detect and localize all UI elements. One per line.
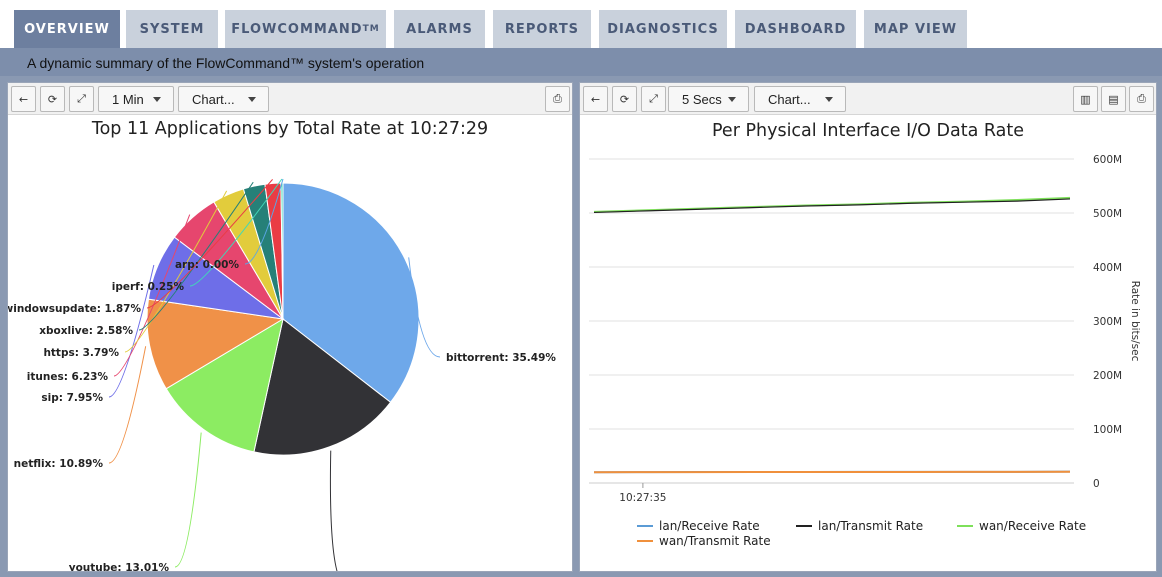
back-icon: ← xyxy=(18,92,29,106)
expand-icon: ⤢ xyxy=(77,92,86,105)
pie-label-arp: arp: 0.00% xyxy=(175,259,240,271)
back-icon: ← xyxy=(590,92,601,106)
chevron-down-icon xyxy=(728,97,736,102)
chart-menu-dropdown[interactable]: Chart... xyxy=(178,86,269,112)
chart-menu-dropdown[interactable]: Chart... xyxy=(754,86,846,112)
legend-label[interactable]: lan/Receive Rate xyxy=(659,519,760,533)
tab-overview[interactable]: OVERVIEW xyxy=(14,10,120,48)
top-applications-panel: ← ⟳ ⤢ 1 Min Chart... ⎙ Top 11 Applicatio… xyxy=(7,82,573,572)
y-tick-label: 600M xyxy=(1093,154,1122,166)
line-chart-title: Per Physical Interface I/O Data Rate xyxy=(712,121,1024,141)
pie-slice-netflix[interactable] xyxy=(146,298,285,390)
bar-chart-icon: ▥ xyxy=(1080,92,1091,106)
print-icon: ⎙ xyxy=(1137,92,1146,105)
tab-map-view-label: MAP VIEW xyxy=(873,21,958,37)
refresh-button[interactable]: ⟳ xyxy=(40,86,65,112)
chevron-down-icon xyxy=(825,97,833,102)
chevron-down-icon xyxy=(248,97,256,102)
legend-label[interactable]: lan/Transmit Rate xyxy=(818,519,923,533)
pie-label-iperf: iperf: 0.25% xyxy=(112,281,185,293)
y-tick-label: 200M xyxy=(1093,370,1122,382)
tab-reports-label: REPORTS xyxy=(504,21,580,37)
interface-rate-line-chart: 0 100M 200M 300M 400M 500M 600M 10:27:35 Rate in… xyxy=(589,154,1141,548)
pie-leader-line-xboxlive xyxy=(138,181,254,331)
tab-system[interactable]: SYSTEM xyxy=(126,10,218,48)
tab-alarms[interactable]: ALARMS xyxy=(394,10,485,48)
applications-pie-chart: bittorrent: 35.49%tiktok: 17.94%youtube:… xyxy=(8,178,556,571)
tab-map-view[interactable]: MAP VIEW xyxy=(864,10,967,48)
refresh-icon: ⟳ xyxy=(47,92,58,106)
interval-value: 5 Secs xyxy=(682,91,722,107)
print-icon: ⎙ xyxy=(553,92,562,105)
y-tick-label: 0 xyxy=(1093,478,1100,490)
tab-diagnostics[interactable]: DIAGNOSTICS xyxy=(599,10,727,48)
main-tab-bar: OVERVIEW SYSTEM FLOWCOMMAND TM ALARMS REP… xyxy=(0,0,1162,48)
table-icon: ▤ xyxy=(1108,92,1119,106)
y-axis-label: Rate in bits/sec xyxy=(1129,281,1141,362)
bar-view-button[interactable]: ▥ xyxy=(1073,86,1098,112)
tab-alarms-label: ALARMS xyxy=(406,21,473,37)
pie-leader-line-windowsupdate xyxy=(146,179,273,309)
pie-leader-line-iperf xyxy=(189,178,283,287)
tab-reports[interactable]: REPORTS xyxy=(493,10,591,48)
print-button[interactable]: ⎙ xyxy=(545,86,570,112)
tab-system-label: SYSTEM xyxy=(139,21,205,37)
refresh-button[interactable]: ⟳ xyxy=(612,86,637,112)
y-tick-label: 300M xyxy=(1093,316,1122,328)
pie-label-itunes: itunes: 6.23% xyxy=(27,371,109,383)
series-line-lan-transmit-rate[interactable] xyxy=(593,198,1071,214)
pie-label-sip: sip: 7.95% xyxy=(41,392,103,404)
y-tick-label: 100M xyxy=(1093,424,1122,436)
interval-dropdown[interactable]: 1 Min xyxy=(98,86,174,112)
pie-label-netflix: netflix: 10.89% xyxy=(14,458,104,470)
pie-slice-tiktok[interactable] xyxy=(253,318,392,456)
y-tick-label: 500M xyxy=(1093,208,1122,220)
legend-label[interactable]: wan/Transmit Rate xyxy=(659,534,771,548)
x-tick-label: 10:27:35 xyxy=(619,492,666,504)
expand-icon: ⤢ xyxy=(649,92,658,105)
pie-label-https: https: 3.79% xyxy=(43,347,119,359)
pie-slice-youtube[interactable] xyxy=(165,317,284,453)
chart-menu-label: Chart... xyxy=(192,91,235,107)
y-tick-label: 400M xyxy=(1093,262,1122,274)
pie-leader-line-bittorrent xyxy=(408,257,441,358)
tab-flowcommand-label: FLOWCOMMAND xyxy=(231,21,363,37)
pie-leader-line-sip xyxy=(108,264,155,398)
tab-diagnostics-label: DIAGNOSTICS xyxy=(607,21,719,37)
interval-value: 1 Min xyxy=(112,91,144,107)
chart-menu-label: Chart... xyxy=(768,91,811,107)
pie-chart-title: Top 11 Applications by Total Rate at 10:… xyxy=(91,119,489,139)
expand-button[interactable]: ⤢ xyxy=(641,86,666,112)
interval-dropdown[interactable]: 5 Secs xyxy=(668,86,749,112)
pie-leader-line-tiktok xyxy=(329,450,338,571)
right-panel-toolbar: ← ⟳ ⤢ 5 Secs Chart... ▥ ▤ ⎙ xyxy=(580,83,1156,115)
pie-leader-line-netflix xyxy=(108,346,147,464)
pie-label-windowsupdate: windowsupdate: 1.87% xyxy=(8,303,141,315)
back-button[interactable]: ← xyxy=(11,86,36,112)
pie-leader-line-arp xyxy=(244,178,284,265)
pie-leader-line-itunes xyxy=(113,214,191,377)
interface-rate-panel: ← ⟳ ⤢ 5 Secs Chart... ▥ ▤ ⎙ Per Physical… xyxy=(579,82,1157,572)
back-button[interactable]: ← xyxy=(583,86,608,112)
page-subtitle: A dynamic summary of the FlowCommand™ sy… xyxy=(0,48,1162,76)
left-panel-toolbar: ← ⟳ ⤢ 1 Min Chart... ⎙ xyxy=(8,83,572,115)
pie-label-youtube: youtube: 13.01% xyxy=(69,562,170,571)
pie-leader-line-https xyxy=(124,190,228,353)
pie-slice-bittorrent[interactable] xyxy=(282,182,420,403)
pie-leader-line-youtube xyxy=(174,432,202,568)
refresh-icon: ⟳ xyxy=(619,92,630,106)
table-view-button[interactable]: ▤ xyxy=(1101,86,1126,112)
pie-label-xboxlive: xboxlive: 2.58% xyxy=(39,325,133,337)
pie-label-bittorrent: bittorrent: 35.49% xyxy=(446,352,556,364)
tab-flowcommand[interactable]: FLOWCOMMAND TM xyxy=(225,10,386,48)
tab-dashboard-label: DASHBOARD xyxy=(744,21,847,37)
tab-overview-label: OVERVIEW xyxy=(24,21,110,37)
chevron-down-icon xyxy=(153,97,161,102)
expand-button[interactable]: ⤢ xyxy=(69,86,94,112)
print-button[interactable]: ⎙ xyxy=(1129,86,1154,112)
legend-label[interactable]: wan/Receive Rate xyxy=(979,519,1086,533)
tab-flowcommand-trademark: TM xyxy=(362,24,380,34)
tab-dashboard[interactable]: DASHBOARD xyxy=(735,10,856,48)
